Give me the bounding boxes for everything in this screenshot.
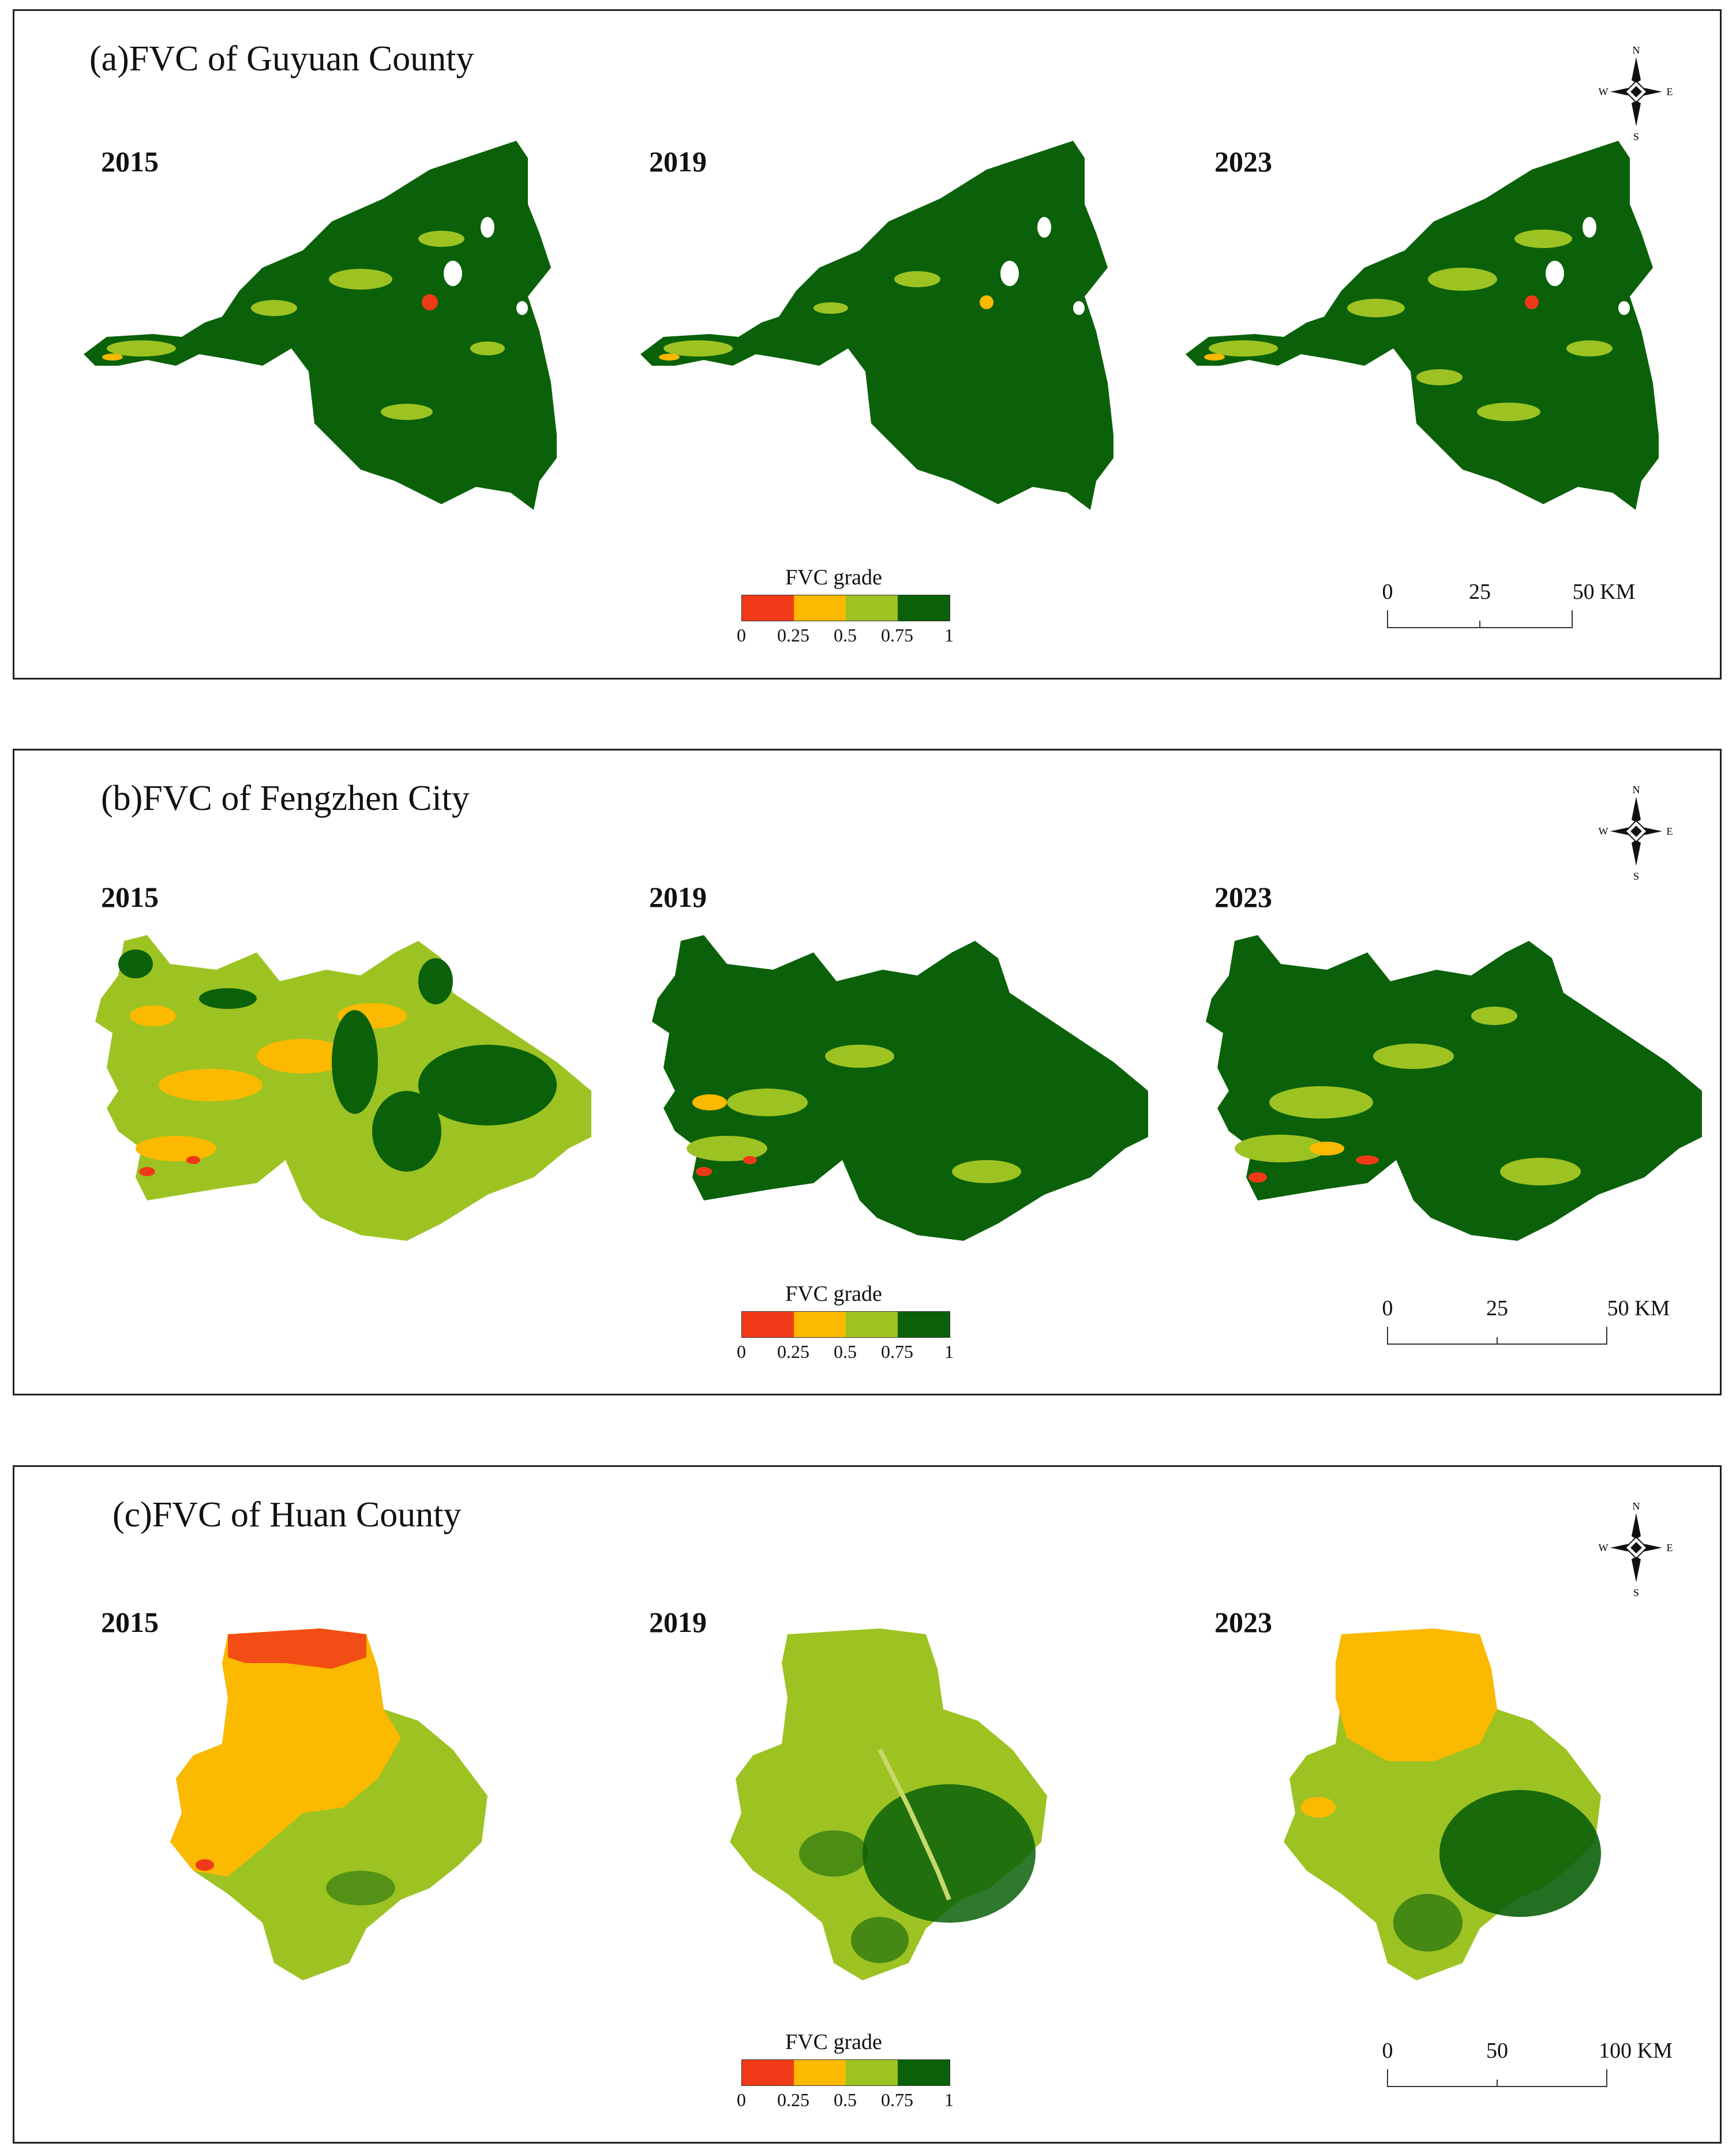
- year-label-2015: 2015: [101, 1606, 159, 1638]
- north-arrow-icon: N S W E: [1599, 40, 1674, 144]
- legend-swatch-05-075: [846, 2060, 898, 2085]
- legend-swatch-025-05: [794, 2060, 846, 2085]
- compass-w-label: W: [1599, 1542, 1608, 1553]
- legend-tick: 0: [737, 1341, 746, 1362]
- panel-title: (c)FVC of Huan County: [113, 1495, 462, 1534]
- legend-swatch-075-1: [898, 1312, 950, 1337]
- map-huan-2023: [1284, 1628, 1601, 1980]
- legend-title: FVC grade: [785, 565, 882, 590]
- map-guyuan-2023: [1186, 141, 1659, 510]
- scale-label: 50 KM: [1572, 580, 1636, 604]
- legend-ticks: 0 0.25 0.5 0.75 1: [718, 2089, 972, 2112]
- legend-tick: 1: [944, 2089, 954, 2110]
- legend-tick: 0: [737, 625, 746, 646]
- compass-s-label: S: [1633, 1587, 1639, 1598]
- legend-swatch-075-1: [898, 2060, 950, 2085]
- legend-tick: 1: [944, 625, 954, 646]
- legend-title: FVC grade: [785, 2030, 882, 2054]
- year-label-2023: 2023: [1214, 1606, 1272, 1638]
- panel-fengzhen: (b)FVC of Fengzhen City 2015 2019 2023 N…: [13, 749, 1722, 1395]
- scale-label: 0: [1382, 1296, 1393, 1320]
- scale-label: 50: [1486, 2039, 1508, 2063]
- legend-color-bar: [741, 1311, 950, 1338]
- legend-swatch-0-025: [742, 1312, 794, 1337]
- scale-bar: 0 25 50 KM: [1382, 1296, 1682, 1359]
- scale-label: 25: [1469, 580, 1491, 604]
- year-label-2015: 2015: [101, 881, 159, 913]
- compass-w-label: W: [1599, 825, 1608, 837]
- legend-tick: 0.25: [777, 1341, 809, 1362]
- scale-label: 25: [1486, 1296, 1508, 1320]
- legend-swatch-0-025: [742, 595, 794, 621]
- scale-label: 50 KM: [1607, 1296, 1670, 1320]
- map-fengzhen-2019: [652, 935, 1148, 1241]
- year-label-2019: 2019: [649, 1606, 707, 1638]
- legend-swatch-0-025: [742, 2060, 794, 2085]
- compass-e-label: E: [1667, 1542, 1673, 1553]
- legend-tick: 0.25: [777, 625, 809, 646]
- legend-color-bar: [741, 2059, 950, 2086]
- year-label-2019: 2019: [649, 881, 707, 913]
- legend-tick: 1: [944, 1341, 954, 1362]
- map-guyuan-2019: [640, 141, 1113, 510]
- scale-label: 0: [1382, 580, 1393, 604]
- legend-swatch-05-075: [846, 1312, 898, 1337]
- panel-title: (b)FVC of Fengzhen City: [101, 779, 470, 818]
- north-arrow-icon: N S W E: [1599, 1496, 1674, 1600]
- legend-tick: 0.75: [881, 2089, 913, 2110]
- scale-bar: 0 25 50 KM: [1382, 579, 1682, 643]
- scale-label: 100 KM: [1599, 2039, 1673, 2063]
- map-huan-2019: [730, 1628, 1047, 1980]
- compass-s-label: S: [1633, 870, 1639, 882]
- year-label-2015: 2015: [101, 145, 159, 178]
- year-label-2023: 2023: [1214, 145, 1272, 178]
- map-fengzhen-2015: [95, 935, 591, 1241]
- legend-swatch-025-05: [794, 1312, 846, 1337]
- map-fengzhen-2023: [1206, 935, 1702, 1241]
- panel-title: (a)FVC of Guyuan County: [89, 39, 474, 78]
- compass-s-label: S: [1633, 131, 1639, 142]
- scale-label: 0: [1382, 2039, 1393, 2063]
- legend-tick: 0.75: [881, 625, 913, 646]
- compass-e-label: E: [1667, 86, 1673, 97]
- map-huan-2015: [170, 1628, 488, 1980]
- panel-huan: (c)FVC of Huan County 2015 2019 2023 N S…: [13, 1465, 1722, 2144]
- legend-tick: 0.5: [834, 2089, 857, 2110]
- year-label-2023: 2023: [1214, 881, 1272, 913]
- compass-n-label: N: [1633, 1500, 1640, 1512]
- legend-swatch-05-075: [846, 595, 898, 621]
- legend-tick: 0.75: [881, 1341, 913, 1362]
- fvc-legend: FVC grade 0 0.25 0.5 0.75 1: [718, 1281, 954, 1368]
- legend-tick: 0: [737, 2089, 746, 2110]
- legend-color-bar: [741, 595, 950, 621]
- compass-e-label: E: [1667, 825, 1673, 837]
- legend-swatch-025-05: [794, 595, 846, 621]
- legend-tick: 0.5: [834, 1341, 857, 1362]
- fvc-legend: FVC grade 0 0.25 0.5 0.75 1: [718, 565, 954, 651]
- compass-n-label: N: [1633, 44, 1640, 56]
- compass-n-label: N: [1633, 784, 1640, 795]
- scale-bar: 0 50 100 KM: [1382, 2038, 1682, 2102]
- legend-tick: 0.5: [834, 625, 857, 646]
- year-label-2019: 2019: [649, 145, 707, 178]
- legend-ticks: 0 0.25 0.5 0.75 1: [718, 625, 972, 648]
- fvc-legend: FVC grade 0 0.25 0.5 0.75 1: [718, 2029, 954, 2116]
- map-guyuan-2015: [84, 141, 557, 510]
- compass-w-label: W: [1599, 86, 1608, 97]
- legend-swatch-075-1: [898, 595, 950, 621]
- north-arrow-icon: N S W E: [1599, 779, 1674, 883]
- panel-guyuan: (a)FVC of Guyuan County 2015 2019 2023 N…: [13, 9, 1722, 680]
- legend-tick: 0.25: [777, 2089, 809, 2110]
- legend-ticks: 0 0.25 0.5 0.75 1: [718, 1341, 972, 1364]
- legend-title: FVC grade: [785, 1282, 882, 1306]
